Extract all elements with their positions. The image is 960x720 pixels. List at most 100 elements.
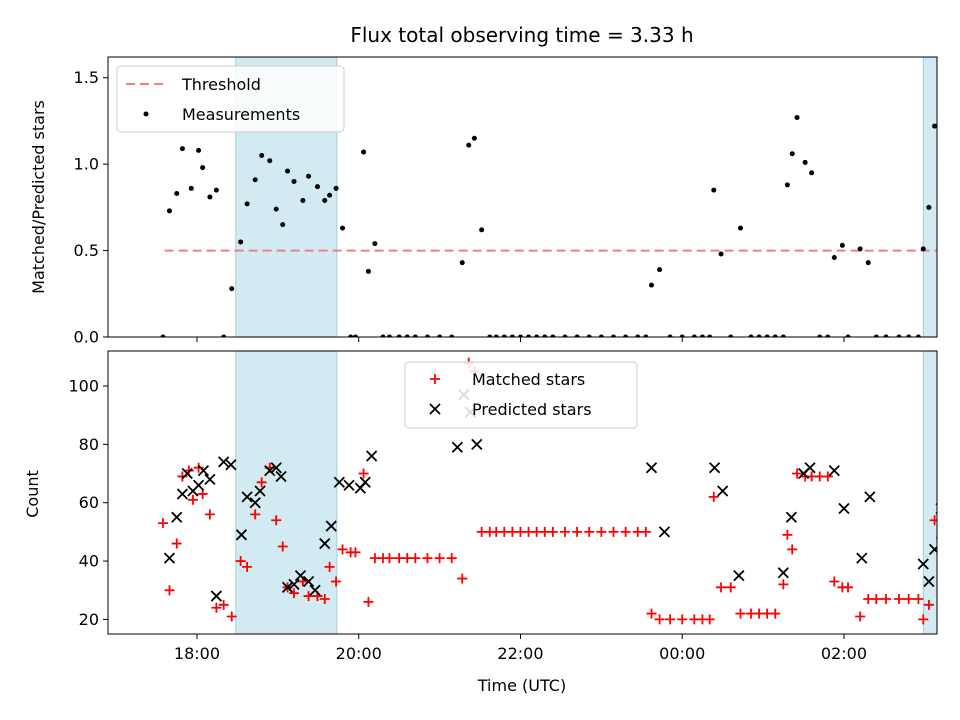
data-point xyxy=(903,593,914,604)
data-point xyxy=(838,502,850,515)
data-point xyxy=(707,334,713,337)
data-point xyxy=(171,538,182,549)
data-point xyxy=(471,438,483,450)
data-point xyxy=(188,185,194,191)
data-point xyxy=(716,582,727,593)
plot-frame xyxy=(107,350,938,635)
data-point xyxy=(917,558,929,570)
data-point xyxy=(645,462,658,474)
data-point xyxy=(471,135,477,141)
data-point xyxy=(926,204,932,210)
plot-area xyxy=(157,351,960,634)
data-point xyxy=(828,464,840,477)
y-tick-label: 40 xyxy=(79,552,99,571)
legend-box xyxy=(116,65,345,133)
data-point xyxy=(235,529,248,541)
data-point xyxy=(944,460,954,470)
data-point xyxy=(386,334,392,337)
data-point xyxy=(657,267,663,273)
data-point xyxy=(542,334,548,337)
data-point xyxy=(667,334,673,337)
legend-measurements-swatch xyxy=(143,111,149,117)
data-point xyxy=(348,334,354,337)
data-point xyxy=(197,464,210,477)
data-point xyxy=(923,575,935,588)
data-point xyxy=(951,442,960,452)
data-point xyxy=(422,553,433,564)
data-point xyxy=(939,195,944,200)
data-point xyxy=(449,334,455,337)
data-point xyxy=(733,570,745,582)
data-point xyxy=(325,520,337,532)
data-point xyxy=(915,334,921,337)
data-point xyxy=(254,485,266,497)
data-point xyxy=(210,590,223,602)
data-point xyxy=(252,177,258,183)
data-point xyxy=(809,170,815,176)
data-point xyxy=(238,239,244,245)
data-point xyxy=(221,334,227,337)
data-point xyxy=(610,334,616,337)
data-point xyxy=(176,488,189,500)
data-point xyxy=(365,268,371,274)
data-point xyxy=(883,334,889,337)
data-point xyxy=(772,334,778,337)
data-point xyxy=(196,147,202,153)
data-point xyxy=(584,526,595,537)
data-point xyxy=(947,93,952,98)
data-point xyxy=(936,536,937,539)
data-point xyxy=(951,498,960,508)
data-point xyxy=(728,334,734,337)
data-point xyxy=(735,608,746,619)
data-point xyxy=(953,80,958,85)
data-point xyxy=(280,222,286,228)
data-point xyxy=(691,334,697,337)
data-point xyxy=(244,201,250,207)
data-point xyxy=(501,334,507,337)
data-point xyxy=(319,537,331,550)
y-tick-label: 20 xyxy=(79,610,99,629)
x-tick-label: 02:00 xyxy=(821,644,867,663)
x-axis-title: Time (UTC) xyxy=(477,676,566,695)
data-point xyxy=(166,208,172,214)
x-tick-label: 00:00 xyxy=(659,644,705,663)
data-point xyxy=(804,462,816,474)
data-point xyxy=(294,570,307,582)
data-point xyxy=(179,146,185,152)
legend-predicted-label: Predicted stars xyxy=(472,400,592,419)
data-point xyxy=(277,541,288,552)
data-point xyxy=(396,334,402,337)
data-point xyxy=(944,521,954,531)
data-point xyxy=(285,168,291,174)
data-point xyxy=(839,242,845,248)
data-point xyxy=(643,334,649,337)
data-point xyxy=(843,582,854,593)
data-point xyxy=(197,488,208,499)
data-point xyxy=(646,608,657,619)
y-tick-label: 100 xyxy=(68,377,99,396)
data-point xyxy=(896,334,902,337)
data-point xyxy=(785,511,798,523)
data-point xyxy=(855,611,866,622)
data-point xyxy=(218,456,230,468)
data-point xyxy=(289,588,300,599)
data-point xyxy=(241,491,253,503)
data-point xyxy=(242,561,253,572)
x-tick-label: 20:00 xyxy=(336,644,382,663)
data-point xyxy=(327,192,333,198)
data-point xyxy=(677,614,688,625)
data-point xyxy=(923,599,934,610)
data-point xyxy=(322,197,328,203)
bottom-y-axis-title: Count xyxy=(23,470,42,518)
data-point xyxy=(704,614,715,625)
data-point xyxy=(817,334,823,337)
data-point xyxy=(509,334,515,337)
data-point xyxy=(586,334,592,337)
data-point xyxy=(596,526,607,537)
data-point xyxy=(787,544,798,555)
data-point xyxy=(164,585,175,596)
data-point xyxy=(218,599,229,610)
data-point xyxy=(451,441,464,453)
data-point xyxy=(913,593,924,604)
data-point xyxy=(275,470,287,483)
